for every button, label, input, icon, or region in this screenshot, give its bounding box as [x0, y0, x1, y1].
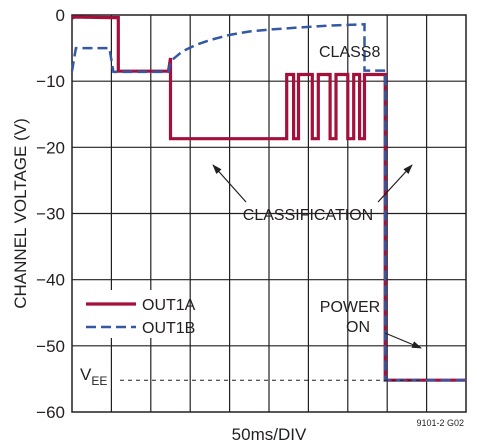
y-tick-label: 0: [56, 6, 65, 25]
x-axis-title: 50ms/DIV: [232, 425, 307, 444]
grid: [72, 15, 466, 412]
vee-label: VEE: [80, 365, 107, 388]
y-tick-label: −50: [36, 337, 65, 356]
annotation-class8: CLASS8: [319, 44, 380, 61]
figure-id: 9101-2 G02: [416, 418, 464, 428]
classification-arrow-right: [377, 164, 413, 203]
y-axis-title: CHANNEL VOLTAGE (V): [11, 118, 30, 309]
classification-arrow-left: [212, 164, 247, 203]
vee-label-subscript: EE: [91, 374, 107, 388]
y-tick-label: −20: [36, 138, 65, 157]
legend-label-out1a: OUT1A: [142, 297, 196, 314]
series-line-out1b: [70, 23, 466, 382]
power-on-arrow: [384, 332, 422, 349]
vee-reference: VEE: [80, 365, 422, 388]
vee-label-main: V: [80, 365, 92, 384]
y-tick-label: −40: [36, 271, 65, 290]
plot-frame: [71, 14, 467, 413]
y-tick-label: −10: [36, 72, 65, 91]
annotation-classification: CLASSIFICATION: [243, 207, 373, 224]
series-lines: [70, 15, 466, 382]
legend-background: [81, 290, 181, 338]
y-tick-label: −30: [36, 205, 65, 224]
y-tick-label: −60: [36, 403, 65, 422]
y-tick-labels: 0 −10 −20 −30 −40 −50 −60: [36, 6, 65, 422]
legend-label-out1b: OUT1B: [142, 320, 195, 337]
annotation-power: POWER: [320, 299, 380, 316]
annotation-on: ON: [346, 319, 370, 336]
legend: OUT1A OUT1B: [81, 290, 196, 338]
